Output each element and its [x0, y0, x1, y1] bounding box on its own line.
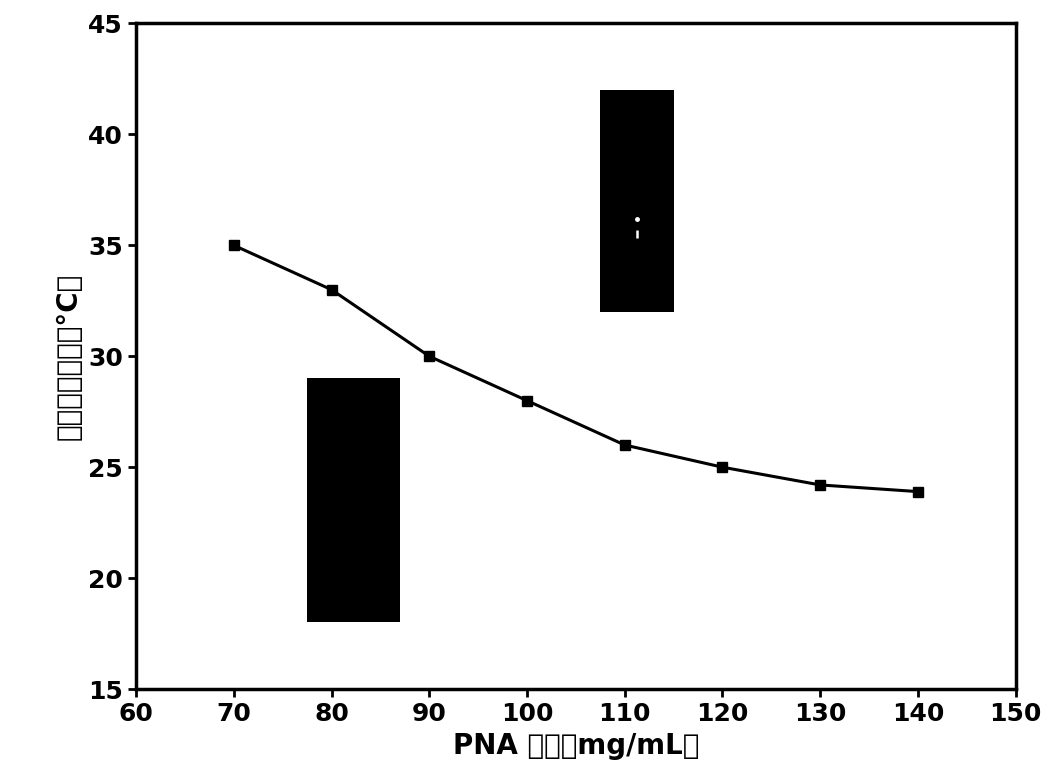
Bar — [307, 378, 400, 622]
Bar — [600, 90, 673, 312]
Y-axis label: 临界凝胶化温（°C）: 临界凝胶化温（°C） — [54, 272, 83, 440]
X-axis label: PNA 浓度（mg/mL）: PNA 浓度（mg/mL） — [452, 732, 699, 760]
